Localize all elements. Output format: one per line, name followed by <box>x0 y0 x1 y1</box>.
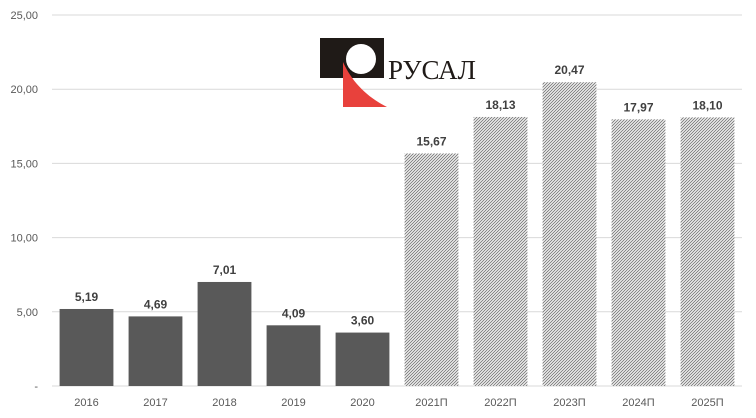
forecast-bar <box>473 116 528 386</box>
data-label: 4,69 <box>144 297 168 311</box>
bar <box>335 332 390 386</box>
data-label: 4,09 <box>282 306 306 320</box>
data-label: 3,60 <box>351 314 375 328</box>
data-label: 15,67 <box>416 134 446 148</box>
x-tick-label: 2022П <box>484 397 516 409</box>
forecast-bar <box>542 82 597 387</box>
data-label: 17,97 <box>623 100 653 114</box>
x-tick-label: 2021П <box>415 397 447 409</box>
bars: 5,19 4,69 7,01 4,09 3,60 15,67 18,13 20,47 17,97… <box>59 63 735 387</box>
data-label: 20,47 <box>554 63 584 77</box>
y-axis-ticks: - 5,00 10,00 15,00 20,00 25,00 <box>10 10 38 393</box>
y-tick-label: 10,00 <box>10 233 38 245</box>
y-tick-label: 15,00 <box>10 158 38 170</box>
y-tick-label: - <box>34 381 38 393</box>
bar <box>197 281 252 386</box>
data-label: 18,10 <box>692 98 722 112</box>
x-tick-label: 2017 <box>143 397 167 409</box>
y-tick-label: 5,00 <box>17 307 38 319</box>
bar <box>128 316 183 386</box>
x-axis-ticks: 2016 2017 2018 2019 2020 2021П 2022П 2023П 2024П… <box>74 397 724 409</box>
forecast-bar <box>680 117 735 386</box>
x-tick-label: 2024П <box>622 397 654 409</box>
y-tick-label: 20,00 <box>10 84 38 96</box>
data-label: 18,13 <box>485 98 515 112</box>
x-tick-label: 2016 <box>74 397 98 409</box>
x-tick-label: 2023П <box>553 397 585 409</box>
logo-red-wedge <box>343 62 387 107</box>
data-label: 7,01 <box>213 263 237 277</box>
logo-ring-inner <box>346 44 376 74</box>
x-tick-label: 2018 <box>212 397 236 409</box>
forecast-bar <box>404 153 459 386</box>
logo-text: РУСАЛ <box>388 55 476 85</box>
x-tick-label: 2025П <box>691 397 723 409</box>
forecast-bar <box>611 119 666 387</box>
data-label: 5,19 <box>75 290 99 304</box>
bar <box>59 308 114 386</box>
rusal-logo: РУСАЛ <box>320 38 476 107</box>
x-tick-label: 2020 <box>350 397 374 409</box>
x-tick-label: 2019 <box>281 397 305 409</box>
y-tick-label: 25,00 <box>10 10 38 22</box>
bar <box>266 325 321 386</box>
